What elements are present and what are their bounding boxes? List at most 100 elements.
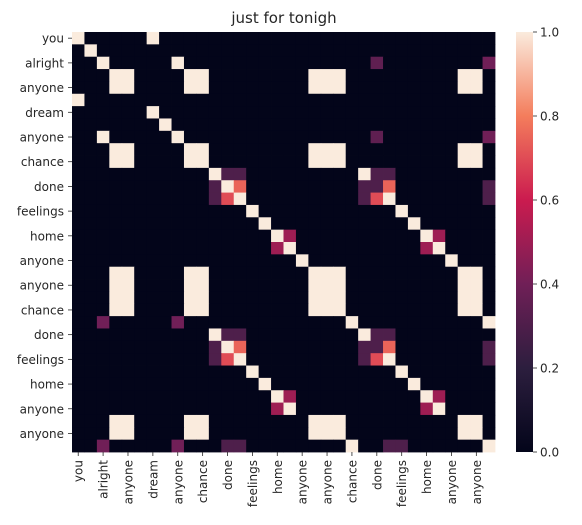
heatmap-cell xyxy=(407,291,421,305)
heatmap-cell xyxy=(208,229,222,243)
heatmap-cell xyxy=(159,439,172,453)
heatmap-cell xyxy=(246,353,260,366)
heatmap-cell xyxy=(72,130,85,144)
heatmap-cell xyxy=(96,69,110,82)
heatmap-cell xyxy=(84,130,98,144)
heatmap-cell xyxy=(271,167,284,181)
heatmap-cell xyxy=(432,340,446,354)
heatmap-cell xyxy=(109,303,123,317)
heatmap-cell xyxy=(457,242,471,255)
heatmap-cell xyxy=(432,56,446,70)
heatmap-cell xyxy=(208,291,222,305)
heatmap-cell xyxy=(432,414,446,428)
heatmap-cell xyxy=(84,143,98,156)
heatmap-cell xyxy=(283,167,297,181)
heatmap-cell xyxy=(333,254,347,268)
heatmap-cell xyxy=(258,377,272,391)
heatmap-cell xyxy=(72,155,85,169)
heatmap-cell xyxy=(420,279,434,292)
heatmap-cell xyxy=(445,93,459,107)
heatmap-cell xyxy=(146,93,160,107)
heatmap-cell xyxy=(146,69,160,82)
heatmap-cell xyxy=(432,390,446,403)
heatmap-cell xyxy=(370,217,384,231)
heatmap-cell xyxy=(208,377,222,391)
heatmap-cell xyxy=(320,377,334,391)
heatmap-cell xyxy=(246,204,260,218)
heatmap-cell xyxy=(159,291,172,305)
heatmap-cell xyxy=(233,279,247,292)
heatmap-cell xyxy=(370,242,384,255)
heatmap-cell xyxy=(320,427,334,441)
heatmap-cell xyxy=(358,439,371,453)
heatmap-cell xyxy=(196,192,210,206)
heatmap-cell xyxy=(295,340,309,354)
heatmap-cell xyxy=(283,439,297,453)
heatmap-cell xyxy=(470,130,483,144)
heatmap-cell xyxy=(370,180,384,193)
heatmap-cell xyxy=(258,106,272,119)
heatmap-cell xyxy=(395,143,409,156)
heatmap-cell xyxy=(271,93,284,107)
heatmap-cell xyxy=(233,340,247,354)
heatmap-cell xyxy=(283,377,297,391)
heatmap-cell xyxy=(109,328,123,342)
heatmap-cell xyxy=(432,106,446,119)
heatmap-cell xyxy=(283,414,297,428)
heatmap-cell xyxy=(345,44,359,58)
heatmap-cell xyxy=(121,427,135,441)
heatmap-cell xyxy=(432,266,446,280)
heatmap-cell xyxy=(246,167,260,181)
heatmap-cell xyxy=(295,69,309,82)
heatmap-cell xyxy=(432,377,446,391)
heatmap-cell xyxy=(295,439,309,453)
heatmap-cell xyxy=(395,69,409,82)
heatmap-cell xyxy=(146,390,160,403)
heatmap-cell xyxy=(84,44,98,58)
heatmap-cell xyxy=(171,180,185,193)
y-tick-label: anyone xyxy=(20,131,64,145)
heatmap-cell xyxy=(445,118,459,132)
heatmap-cell xyxy=(370,56,384,70)
heatmap-cell xyxy=(246,254,260,268)
heatmap-cell xyxy=(146,279,160,292)
heatmap-cell xyxy=(96,44,110,58)
heatmap-cell xyxy=(370,402,384,416)
heatmap-cell xyxy=(345,93,359,107)
heatmap-cell xyxy=(358,192,371,206)
heatmap-cell xyxy=(146,192,160,206)
heatmap-cell xyxy=(370,365,384,379)
heatmap-cell xyxy=(271,340,284,354)
heatmap-cell xyxy=(96,155,110,169)
heatmap-cell xyxy=(445,439,459,453)
heatmap-cell xyxy=(96,167,110,181)
heatmap-cell xyxy=(407,390,421,403)
heatmap-cell xyxy=(283,340,297,354)
heatmap-cell xyxy=(258,365,272,379)
heatmap-cell xyxy=(383,377,396,391)
heatmap-cell xyxy=(482,414,496,428)
colorbar-tick-label: 0.4 xyxy=(540,278,559,292)
heatmap-cell xyxy=(171,439,185,453)
heatmap-cell xyxy=(196,118,210,132)
heatmap-cell xyxy=(482,143,496,156)
heatmap-cell xyxy=(308,217,322,231)
heatmap-cell xyxy=(345,56,359,70)
heatmap-cell xyxy=(482,180,496,193)
heatmap-cell xyxy=(295,328,309,342)
heatmap-cell xyxy=(146,266,160,280)
heatmap-cell xyxy=(246,377,260,391)
heatmap-cell xyxy=(159,56,172,70)
heatmap-cell xyxy=(358,266,371,280)
heatmap-cell xyxy=(134,439,148,453)
heatmap-cell xyxy=(159,377,172,391)
heatmap-cell xyxy=(121,44,135,58)
heatmap-cell xyxy=(121,377,135,391)
heatmap-cell xyxy=(320,390,334,403)
heatmap-cell xyxy=(221,229,235,243)
heatmap-cell xyxy=(407,279,421,292)
heatmap-cell xyxy=(457,328,471,342)
heatmap-cell xyxy=(445,340,459,354)
heatmap-cell xyxy=(183,106,197,119)
heatmap-cell xyxy=(72,204,85,218)
